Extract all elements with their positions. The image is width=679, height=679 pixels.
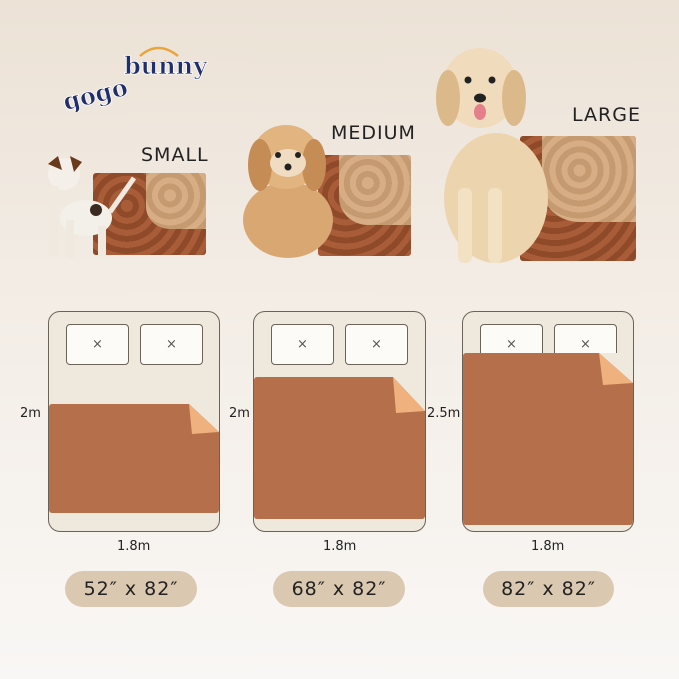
bed-diagram-small: × × xyxy=(48,311,220,532)
pillow-x-icon: × xyxy=(580,337,591,352)
mat-small xyxy=(93,173,206,255)
pillow-x-icon: × xyxy=(166,337,177,352)
pillow: × xyxy=(271,324,334,365)
havanese-dog-image xyxy=(243,125,333,258)
svg-text:bunny: bunny xyxy=(124,51,208,80)
height-label-small: 2m xyxy=(20,406,41,421)
height-label-large: 2.5m xyxy=(427,406,461,421)
bed-diagram-large: × × xyxy=(462,311,634,532)
mat-medium xyxy=(318,155,411,256)
jack-russell-dog-image xyxy=(48,156,136,258)
width-label-large: 1.8m xyxy=(531,539,565,554)
size-label-small: SMALL xyxy=(141,144,209,166)
dimensions-badge-small: 52″ x 82″ xyxy=(65,571,197,607)
folded-corner-icon xyxy=(393,377,425,413)
height-label-medium: 2m xyxy=(229,406,250,421)
golden-retriever-dog-image xyxy=(436,48,548,263)
svg-text:gogo: gogo xyxy=(60,72,131,112)
pillow-x-icon: × xyxy=(506,337,517,352)
pad-overlay-small xyxy=(49,404,219,513)
width-label-medium: 1.8m xyxy=(323,539,357,554)
size-label-large: LARGE xyxy=(572,104,641,126)
pillow-x-icon: × xyxy=(297,337,308,352)
folded-corner-icon xyxy=(189,404,219,434)
pillow: × xyxy=(140,324,203,365)
mat-large xyxy=(520,136,636,261)
dimensions-badge-medium: 68″ x 82″ xyxy=(273,571,405,607)
pillow-x-icon: × xyxy=(371,337,382,352)
pillow-x-icon: × xyxy=(92,337,103,352)
pillow: × xyxy=(66,324,129,365)
bed-diagram-medium: × × xyxy=(253,311,426,532)
dimensions-badge-large: 82″ x 82″ xyxy=(483,571,614,607)
size-label-medium: MEDIUM xyxy=(331,122,416,144)
pillow: × xyxy=(345,324,408,365)
gogobunny-logo: gogo bunny xyxy=(60,46,209,112)
width-label-small: 1.8m xyxy=(117,539,151,554)
folded-corner-icon xyxy=(599,353,633,385)
